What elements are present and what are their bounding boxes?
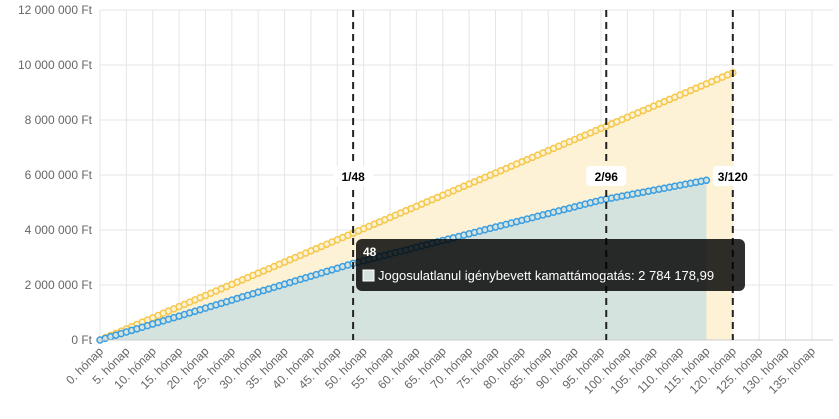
tooltip-value: 2 784 178,99: [638, 268, 714, 283]
y-tick-label: 10 000 000 Ft: [18, 58, 93, 72]
y-tick-label: 4 000 000 Ft: [25, 223, 93, 237]
point: [702, 176, 711, 185]
tooltip-sep: :: [631, 268, 638, 283]
tooltip-box: [356, 239, 745, 291]
annotation-box: [712, 166, 753, 186]
annotation-label: 2/96: [595, 170, 619, 184]
tooltip-series: Jogosulatlanul igénybevett kamattámogatá…: [378, 268, 631, 283]
y-tick-label: 2 000 000 Ft: [25, 278, 93, 292]
tooltip: 48 Jogosulatlanul igénybevett kamattámog…: [356, 239, 745, 291]
tooltip-swatch: [362, 269, 375, 282]
y-tick-label: 8 000 000 Ft: [25, 113, 93, 127]
y-tick-label: 0 Ft: [71, 333, 92, 347]
y-tick-label: 12 000 000 Ft: [18, 3, 93, 17]
tooltip-title: 48: [363, 245, 377, 259]
annotation-box: [333, 166, 374, 186]
y-tick-label: 6 000 000 Ft: [25, 168, 93, 182]
annotation-label: 1/48: [341, 170, 365, 184]
tooltip-text: Jogosulatlanul igénybevett kamattámogatá…: [378, 268, 714, 283]
annotation-label: 3/120: [718, 170, 748, 184]
annotation-box: [586, 166, 627, 186]
